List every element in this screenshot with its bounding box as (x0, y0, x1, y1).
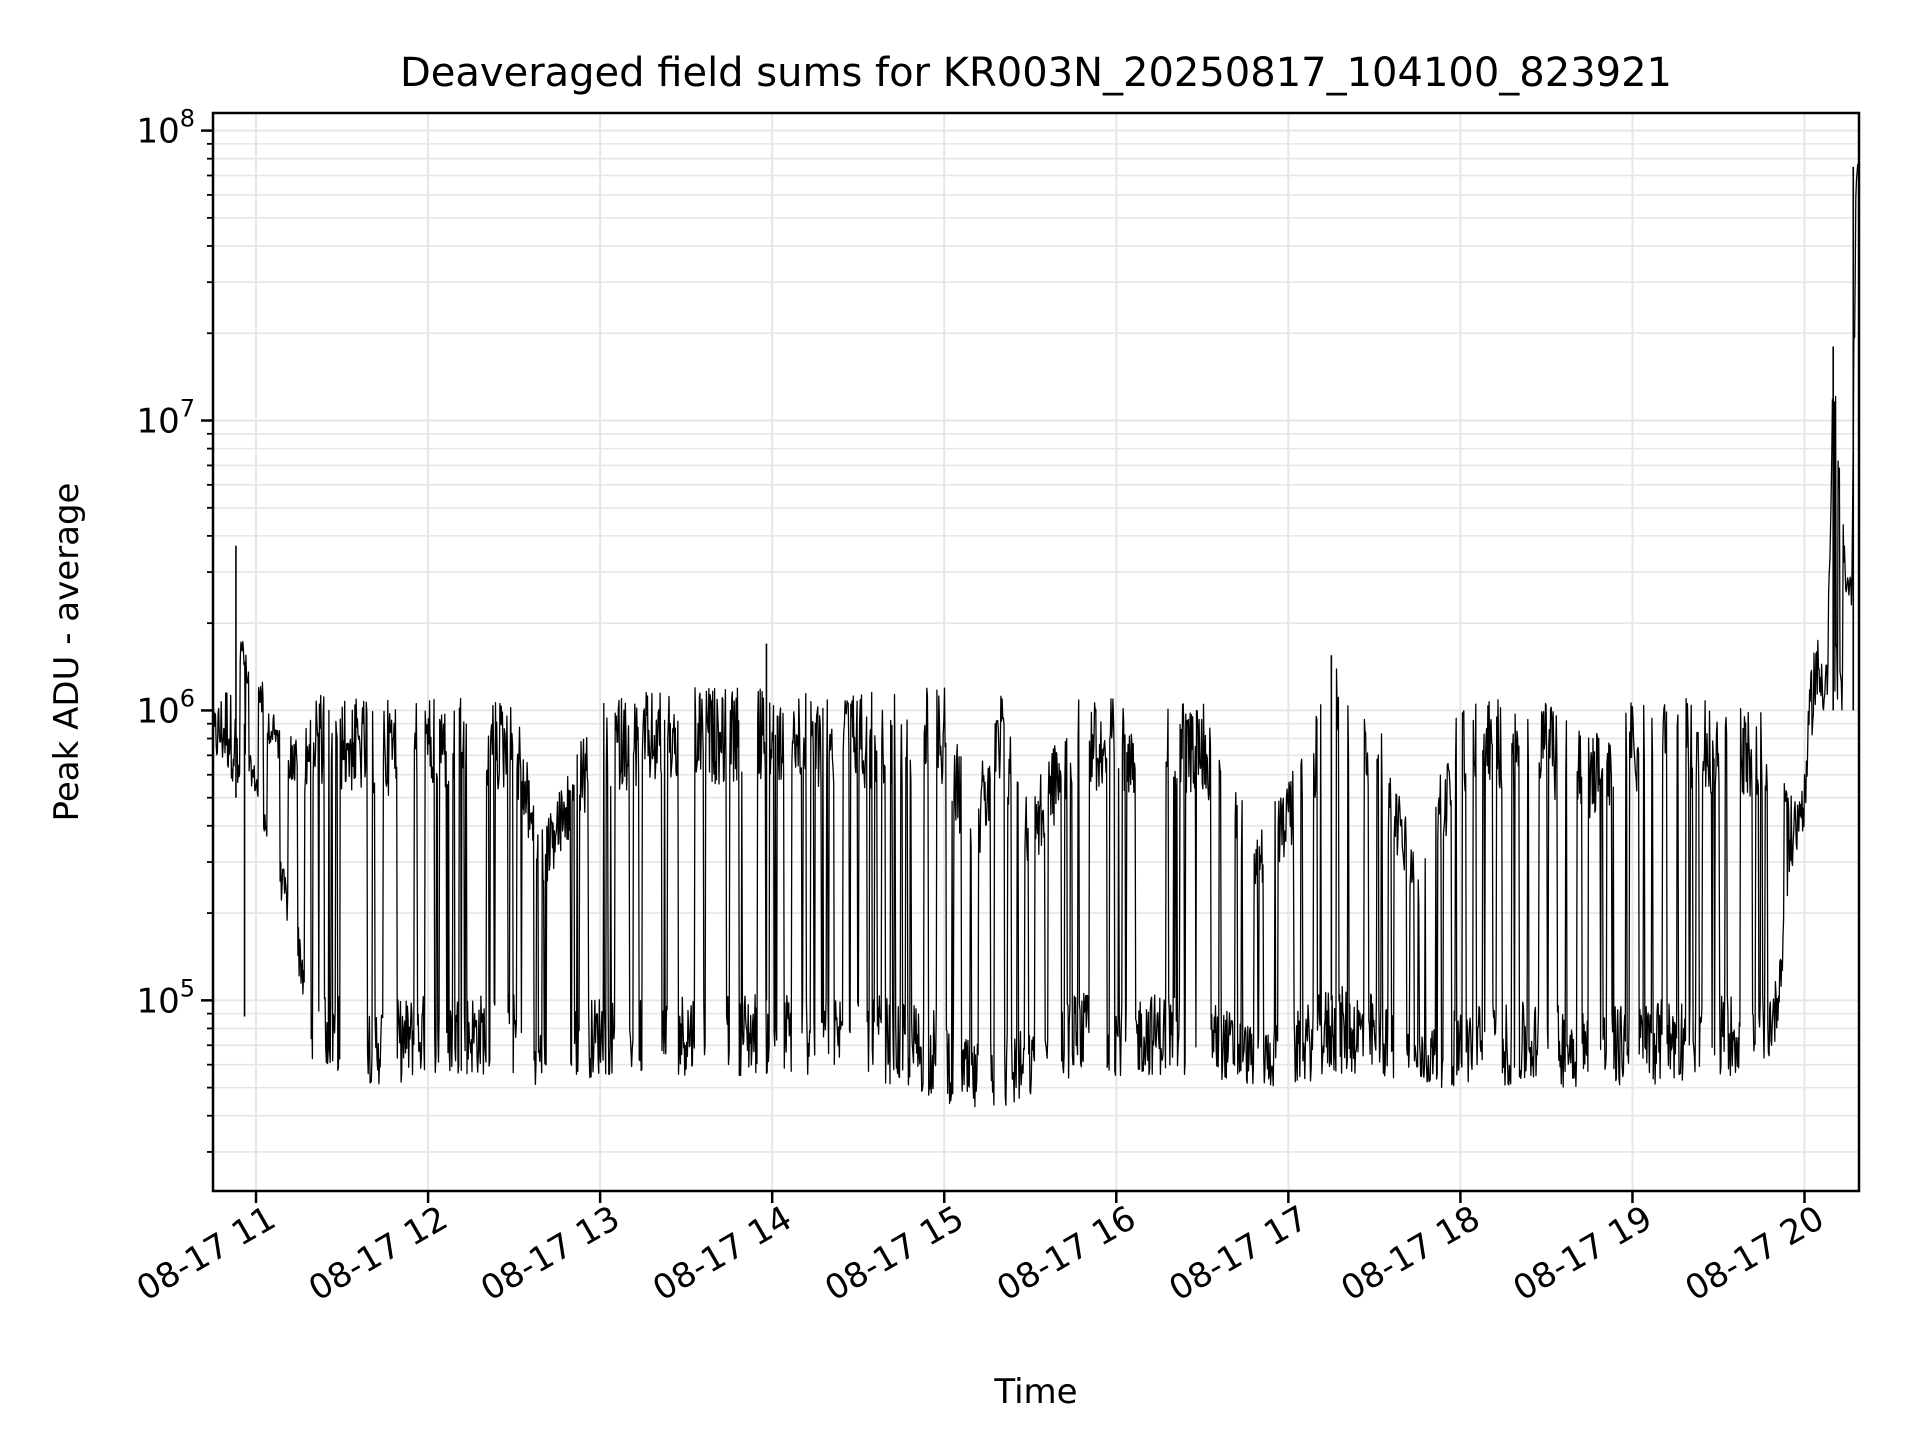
chart-title: Deaveraged field sums for KR003N_2025081… (400, 50, 1672, 96)
y-tick-label-2: 107 (136, 395, 195, 442)
y-axis-ticks: 105 106 107 108 (136, 105, 213, 1153)
series-line (212, 163, 1860, 1108)
series-layer (212, 163, 1860, 1108)
plot-frame (211, 111, 1861, 1193)
grid (213, 113, 1859, 1191)
x-axis-label: Time (993, 1372, 1077, 1412)
y-tick-label-0: 105 (136, 974, 195, 1021)
y-axis-label: Peak ADU - average (47, 483, 87, 822)
y-tick-label-1: 106 (136, 684, 195, 731)
y-tick-label-3: 108 (136, 105, 195, 152)
